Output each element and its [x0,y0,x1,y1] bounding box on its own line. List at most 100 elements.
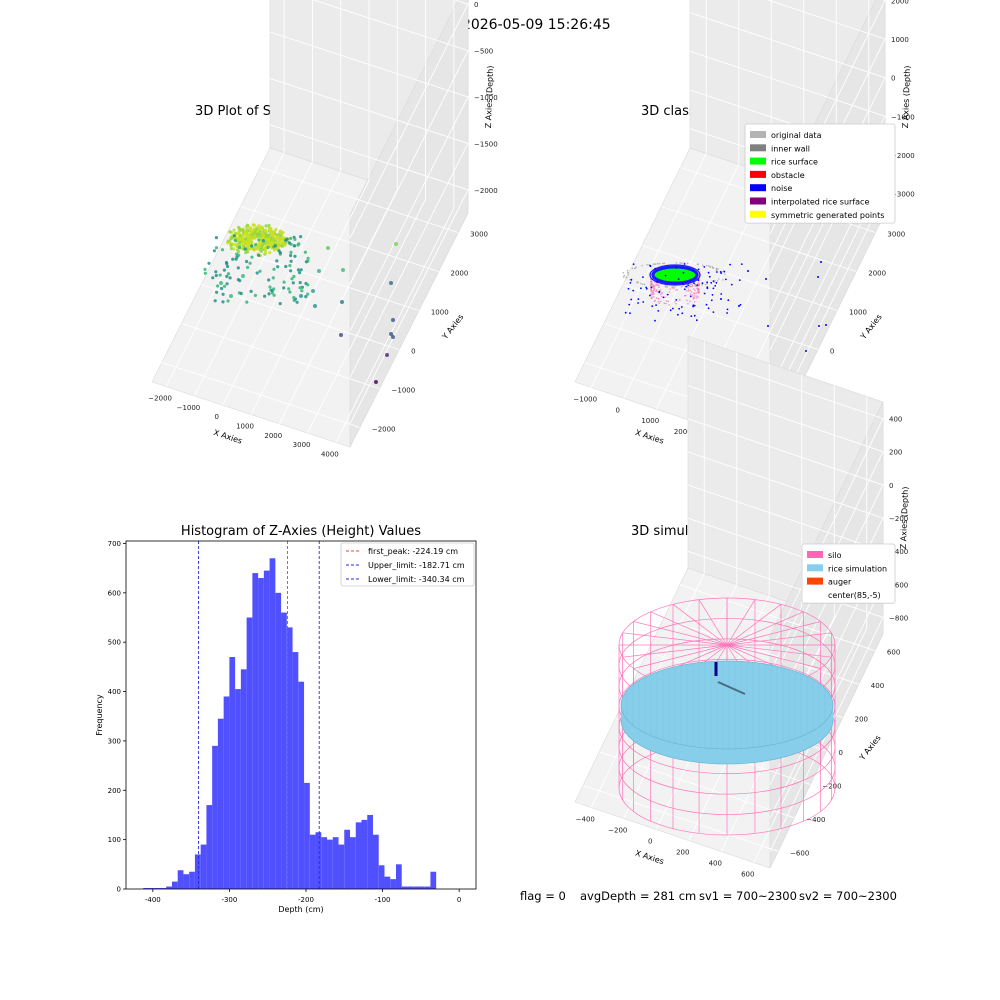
classify-noise-point [747,270,749,272]
raw-ytick: 1000 [431,309,449,317]
classify-wall-point [687,288,690,290]
classify-ytick: 1000 [849,309,867,317]
sim-xtick: 200 [676,849,689,857]
raw-point [252,227,256,231]
raw-point [213,299,217,303]
histogram-bar [321,837,328,889]
silo-roof-rib [726,644,821,669]
classify-noise-point [651,305,654,307]
classify-legend-label: symmetric generated points [771,211,884,220]
raw-point [290,277,294,281]
sim-grid-y [582,784,779,852]
classify-grid-z [689,50,886,351]
silo-roof-rib [726,644,832,658]
histogram-bar [240,669,247,889]
raw-point [248,226,252,230]
raw-point [228,276,232,280]
raw-point [264,234,268,239]
classify-noise-point [711,294,714,296]
raw-ztick: 0 [474,1,478,9]
classify-ytick: 0 [830,348,834,356]
raw-xtick: 3000 [293,441,311,449]
raw-grid-z [312,0,469,285]
sim-ticks: −400 −200 0 200 400 600 −600 −400 −200 0 200 400 600… [576,416,909,879]
raw-point [222,268,226,272]
classify-original-point [622,276,625,278]
sim-legend-swatch [807,551,823,558]
classify-noise-point [701,282,704,285]
raw-point [257,226,261,230]
raw-point [266,245,270,250]
classify-wall-point [676,289,679,291]
raw-point [270,241,274,245]
raw-point [288,290,292,294]
raw-point [261,239,265,243]
raw-point [246,242,250,246]
raw-ztick: −1000 [474,94,498,102]
sim-ytick: −200 [822,782,841,790]
histogram-bar [304,782,310,889]
raw-point [298,271,302,275]
histogram-ytick-label: 300 [108,737,121,745]
raw-point [259,245,263,249]
raw-point [299,294,303,298]
raw-point [260,226,264,230]
classify-legend-box [744,123,896,224]
raw-point [289,259,293,263]
classify-noise-point [654,319,656,322]
classify-noise-point [656,281,658,283]
classify-wall-point [667,300,669,303]
raw-point [232,247,236,251]
classify-noise-point [705,303,708,306]
classify-wall-point [689,300,691,303]
raw-point [253,243,257,247]
classify-noise-point [678,307,681,310]
histogram-bar [286,627,293,889]
raw-data-3d-plot: −2000 −1000 0 1000 2000 3000 4000 −2000 −1000 0 10… [148,0,498,458]
classify-noise-point [720,298,722,300]
classify-noise-point [690,315,693,317]
raw-point [248,261,252,265]
classify-noise-point [629,282,632,284]
raw-point [296,243,300,247]
raw-point [277,240,281,245]
classify-wall-point [680,286,683,288]
raw-grid-x [222,171,342,406]
sim-ylabel: Y Axies [857,734,883,763]
raw-point [289,269,293,273]
classify-original-point [650,284,653,287]
histogram-bar [171,881,178,889]
classify-noise-point [683,288,686,291]
classify-original-point [662,262,664,265]
classify-original-point [656,263,659,265]
classify-wall-point [668,304,671,306]
sim-ytick: 0 [839,749,843,757]
histogram-bar [235,689,241,889]
classify-noise-point [632,289,635,292]
raw-point [267,238,271,242]
classify-wall-point [686,290,688,292]
raw-point [234,239,238,243]
histogram-bar [269,558,276,889]
raw-grid-z [269,31,469,332]
raw-point [278,229,282,233]
classify-noise-point [726,312,728,314]
raw-point [244,251,248,255]
silo-roof-rib [622,644,728,658]
silo-roof-rib [622,632,728,646]
raw-grid-y [260,167,459,233]
histogram-bar [166,886,172,889]
classify-noise-point [649,265,652,268]
classify-original-point [706,282,708,285]
classify-noise-point [738,279,741,281]
classify-legend-label: obstacle [771,171,805,180]
histogram-bar [217,718,224,889]
sim-zlabel: Z Axies (Depth) [899,486,910,549]
classify-original-point [643,283,646,286]
raw-point [245,259,249,264]
classify-legend-swatch [750,197,766,205]
histogram-bar [143,888,149,889]
histogram-ytick-label: 700 [108,540,121,548]
classify-noise-point [629,312,631,315]
histogram-bar [367,814,373,889]
